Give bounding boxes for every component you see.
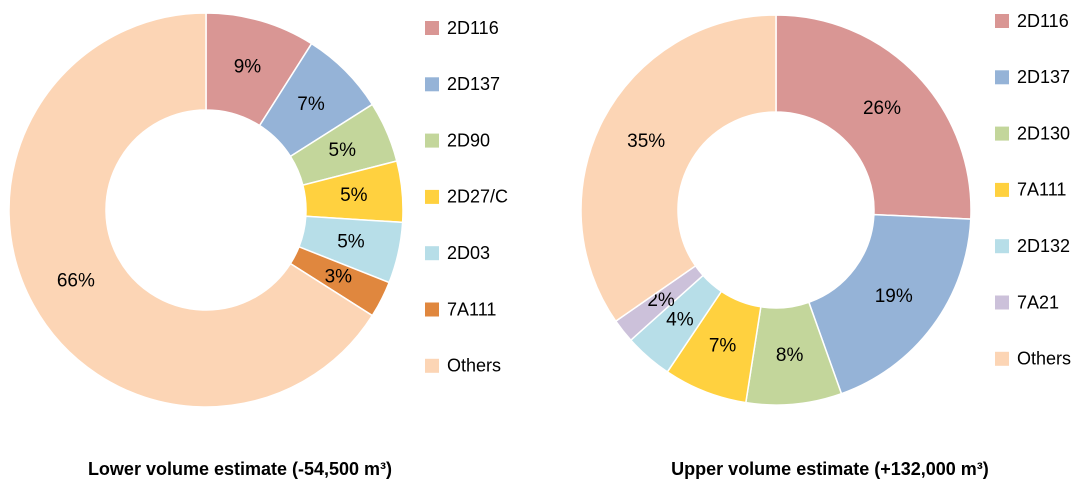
legend-swatch bbox=[425, 358, 439, 373]
data-label: 7% bbox=[709, 335, 737, 356]
donut-slice bbox=[775, 14, 972, 220]
legend-label: 7A111 bbox=[1017, 180, 1066, 200]
chart-title: Upper volume estimate (+132,000 m³) bbox=[671, 459, 989, 479]
data-label: 35% bbox=[627, 131, 665, 152]
legend-label: 2D03 bbox=[447, 243, 490, 263]
legend-swatch bbox=[995, 14, 1009, 28]
legend-label: Others bbox=[447, 356, 501, 376]
data-label: 5% bbox=[329, 140, 357, 161]
legend-label: 2D27/C bbox=[447, 187, 508, 207]
data-label: 3% bbox=[325, 266, 353, 287]
legend-swatch bbox=[995, 126, 1009, 141]
chart-title: Lower volume estimate (-54,500 m³) bbox=[88, 459, 392, 479]
data-label: 8% bbox=[776, 345, 804, 366]
data-label: 9% bbox=[234, 56, 262, 77]
legend-swatch bbox=[995, 351, 1009, 366]
legend-label: 7A111 bbox=[447, 299, 496, 319]
data-label: 5% bbox=[337, 231, 365, 252]
data-label: 4% bbox=[666, 310, 694, 331]
legend-swatch bbox=[425, 77, 439, 92]
legend-swatch bbox=[995, 182, 1009, 197]
donut-slice bbox=[580, 14, 777, 323]
legend-label: 2D137 bbox=[447, 74, 500, 94]
legend-swatch bbox=[995, 239, 1009, 254]
legend-swatch bbox=[425, 21, 439, 35]
legend-swatch bbox=[995, 70, 1009, 85]
legend-label: 7A21 bbox=[1017, 292, 1059, 312]
donut-slice bbox=[8, 12, 374, 408]
data-label: 5% bbox=[340, 185, 368, 206]
legend-swatch bbox=[425, 133, 439, 148]
data-label: 7% bbox=[297, 94, 325, 115]
legend-swatch bbox=[995, 295, 1009, 310]
data-label: 26% bbox=[863, 98, 901, 119]
legend-swatch bbox=[425, 302, 439, 317]
legend-swatch bbox=[425, 189, 439, 204]
legend-label: 2D137 bbox=[1017, 67, 1070, 87]
donut-slice bbox=[807, 213, 972, 395]
legend-label: 2D116 bbox=[447, 18, 499, 38]
legend-swatch bbox=[425, 246, 439, 261]
data-label: 19% bbox=[875, 286, 913, 307]
legend-label: 2D130 bbox=[1017, 123, 1070, 143]
legend-label: Others bbox=[1017, 349, 1071, 369]
legend-label: 2D116 bbox=[1017, 11, 1069, 31]
data-label: 66% bbox=[57, 271, 95, 292]
legend-label: 2D132 bbox=[1017, 236, 1070, 256]
legend-label: 2D90 bbox=[447, 130, 490, 150]
